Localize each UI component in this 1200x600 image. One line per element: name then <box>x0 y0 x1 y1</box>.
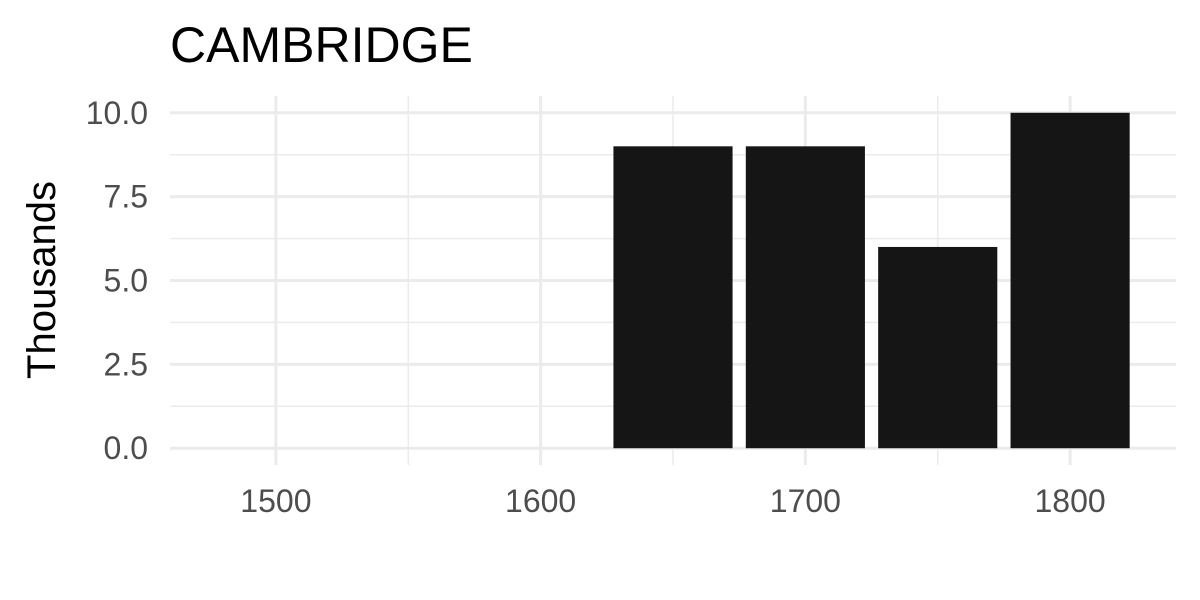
x-tick-label: 1800 <box>1035 483 1106 519</box>
y-tick-label: 10.0 <box>86 95 148 131</box>
chart-title: CAMBRIDGE <box>170 17 473 73</box>
x-tick-labels: 1500 1600 1700 1800 <box>240 483 1105 519</box>
x-tick-label: 1700 <box>770 483 841 519</box>
bar-1650 <box>613 146 733 449</box>
bar-1750 <box>878 246 998 449</box>
y-tick-labels: 0.0 2.5 5.0 7.5 10.0 <box>86 95 148 466</box>
bar-1800 <box>1010 112 1130 449</box>
bar-1700 <box>745 146 865 449</box>
y-axis-label: Thousands <box>20 181 64 379</box>
y-tick-label: 7.5 <box>104 179 148 215</box>
y-tick-label: 0.0 <box>104 430 148 466</box>
x-tick-label: 1600 <box>505 483 576 519</box>
y-tick-label: 5.0 <box>104 263 148 299</box>
bars <box>613 112 1130 449</box>
x-tick-label: 1500 <box>240 483 311 519</box>
y-tick-label: 2.5 <box>104 346 148 382</box>
